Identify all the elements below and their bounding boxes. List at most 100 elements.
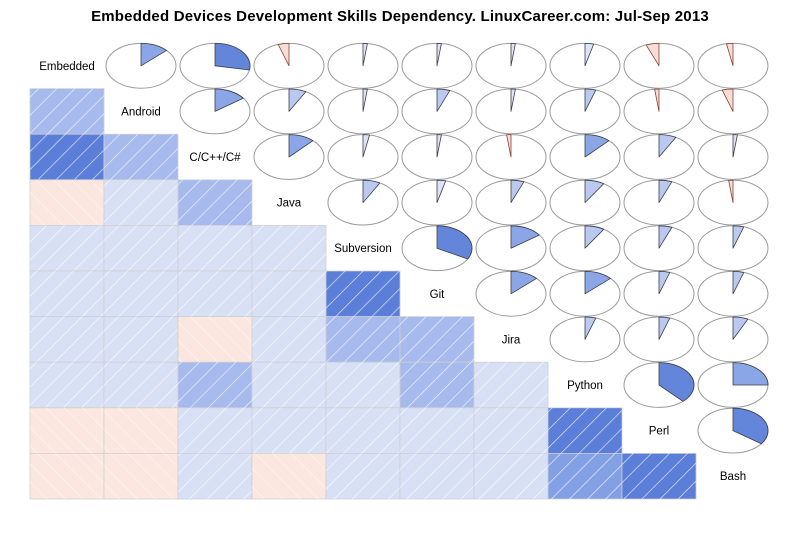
corr-pie-wedge-c-c-c-git xyxy=(436,134,442,158)
corr-cell-hatch-jira-android xyxy=(104,316,178,363)
corr-pie-wedge-java-python xyxy=(584,179,605,203)
corr-cell-hatch-git-embedded xyxy=(30,271,104,317)
diag-label-android: Android xyxy=(121,106,161,118)
diag-label-embedded: Embedded xyxy=(39,61,95,73)
corr-cell-hatch-bash-perl xyxy=(622,453,696,499)
corr-cell-hatch-subversion-android xyxy=(104,225,178,271)
diag-label-jira: Jira xyxy=(502,334,521,346)
corr-pie-wedge-git-jira xyxy=(510,271,537,295)
corr-pie-wedge-java-subversion xyxy=(362,179,381,203)
corr-pie-wedge-embedded-bash xyxy=(726,43,734,67)
corr-pie-wedge-android-java xyxy=(288,88,307,112)
corr-cell-hatch-perl-android xyxy=(104,407,178,454)
corr-cell-hatch-python-c-c-c xyxy=(178,362,252,408)
corr-pie-wedge-java-bash xyxy=(728,179,734,203)
corr-pie-wedge-c-c-c-jira xyxy=(506,134,512,158)
corr-cell-hatch-perl-python xyxy=(548,407,622,454)
corr-pie-wedge-android-subversion xyxy=(362,88,368,112)
corr-pie-wedge-jira-perl xyxy=(658,316,671,340)
corr-pie-wedge-subversion-jira xyxy=(510,225,540,249)
corr-pie-wedge-c-c-c-python xyxy=(584,134,610,158)
corr-pie-wedge-android-bash xyxy=(721,88,734,112)
corr-pie-wedge-jira-bash xyxy=(732,316,749,340)
diag-label-subversion: Subversion xyxy=(334,243,392,255)
corr-pie-wedge-c-c-c-bash xyxy=(732,134,738,158)
corr-cell-hatch-python-embedded xyxy=(30,362,104,408)
corr-cell-hatch-bash-python xyxy=(548,453,622,499)
corr-cell-hatch-bash-embedded xyxy=(30,453,104,499)
corr-pie-wedge-java-perl xyxy=(658,179,673,203)
matrix-cells: Embedded Android C/C++/C# Java Subversion Git… xyxy=(29,42,769,500)
corr-pie-wedge-perl-bash xyxy=(732,407,769,445)
corr-cell-hatch-perl-c-c-c xyxy=(178,407,252,454)
corr-cell-hatch-subversion-embedded xyxy=(30,225,104,271)
corr-cell-hatch-python-android xyxy=(104,362,178,408)
corr-cell-hatch-python-subversion xyxy=(326,362,400,408)
corr-pie-wedge-android-git xyxy=(436,88,451,112)
corr-cell-hatch-java-c-c-c xyxy=(178,179,252,226)
corr-cell-hatch-perl-subversion xyxy=(326,407,400,454)
corr-cell-hatch-python-jira xyxy=(474,362,548,408)
corr-cell-hatch-git-android xyxy=(104,271,178,317)
corr-cell-hatch-c-c-c-embedded xyxy=(30,134,104,180)
corr-cell-hatch-bash-jira xyxy=(474,453,548,499)
diag-label-c-c-c: C/C++/C# xyxy=(189,152,241,164)
corr-cell-hatch-python-git xyxy=(400,362,474,408)
corr-pie-wedge-python-bash xyxy=(732,362,769,386)
corr-pie-wedge-embedded-python xyxy=(584,43,595,67)
corr-pie-wedge-android-c-c-c xyxy=(214,88,244,112)
corr-pie-wedge-jira-python xyxy=(584,316,597,340)
corr-cell-hatch-java-android xyxy=(104,179,178,226)
corr-cell-hatch-git-c-c-c xyxy=(178,271,252,317)
corr-cell-hatch-jira-subversion xyxy=(326,316,400,363)
corr-cell-hatch-git-subversion xyxy=(326,271,400,317)
corr-cell-hatch-python-java xyxy=(252,362,326,408)
corr-cell-hatch-perl-jira xyxy=(474,407,548,454)
corr-cell-hatch-jira-java xyxy=(252,316,326,363)
diag-label-git: Git xyxy=(430,289,446,301)
corr-pie-wedge-embedded-perl xyxy=(645,43,660,67)
corr-cell-hatch-bash-c-c-c xyxy=(178,453,252,499)
corr-pie-wedge-subversion-python xyxy=(584,225,605,249)
corr-cell-hatch-perl-java xyxy=(252,407,326,454)
corr-cell-hatch-subversion-c-c-c xyxy=(178,225,252,271)
corr-cell-hatch-git-java xyxy=(252,271,326,317)
corr-pie-wedge-c-c-c-java xyxy=(288,134,314,158)
diag-label-bash: Bash xyxy=(720,471,746,483)
corr-pie-wedge-git-bash xyxy=(732,271,745,295)
corr-cell-hatch-bash-android xyxy=(104,453,178,499)
corr-pie-wedge-python-perl xyxy=(658,362,695,402)
corr-cell-hatch-perl-git xyxy=(400,407,474,454)
corr-pie-wedge-c-c-c-perl xyxy=(658,134,677,158)
corr-pie-wedge-android-jira xyxy=(510,88,516,112)
corr-pie-wedge-embedded-c-c-c xyxy=(214,43,251,71)
corr-cell-hatch-perl-embedded xyxy=(30,407,104,454)
corr-cell-hatch-jira-git xyxy=(400,316,474,363)
corr-pie-wedge-embedded-jira xyxy=(510,43,516,67)
corr-pie-wedge-subversion-perl xyxy=(658,225,673,249)
chart-title: Embedded Devices Development Skills Depe… xyxy=(91,8,709,25)
corr-pie-wedge-git-perl xyxy=(658,271,671,295)
corr-cell-hatch-bash-subversion xyxy=(326,453,400,499)
diag-label-java: Java xyxy=(277,198,302,210)
diag-label-perl: Perl xyxy=(649,426,669,438)
corr-pie-wedge-git-python xyxy=(584,271,611,295)
corr-pie-wedge-android-python xyxy=(584,88,597,112)
corr-cell-hatch-c-c-c-android xyxy=(104,134,178,180)
corr-cell-hatch-jira-c-c-c xyxy=(178,316,252,363)
corr-pie-wedge-android-perl xyxy=(654,88,660,112)
corr-pie-wedge-embedded-android xyxy=(140,43,167,67)
corr-pie-wedge-java-git xyxy=(436,179,447,203)
corr-cell-hatch-subversion-java xyxy=(252,225,326,271)
corr-pie-wedge-embedded-git xyxy=(436,43,442,67)
corr-cell-hatch-bash-git xyxy=(400,453,474,499)
corr-pie-wedge-java-jira xyxy=(510,179,525,203)
corr-pie-wedge-embedded-subversion xyxy=(362,43,368,67)
corr-cell-hatch-android-embedded xyxy=(30,88,104,135)
corr-cell-hatch-jira-embedded xyxy=(30,316,104,363)
corr-pie-wedge-subversion-bash xyxy=(732,225,745,249)
corr-cell-hatch-java-embedded xyxy=(30,179,104,226)
corr-pie-wedge-embedded-java xyxy=(277,43,290,67)
